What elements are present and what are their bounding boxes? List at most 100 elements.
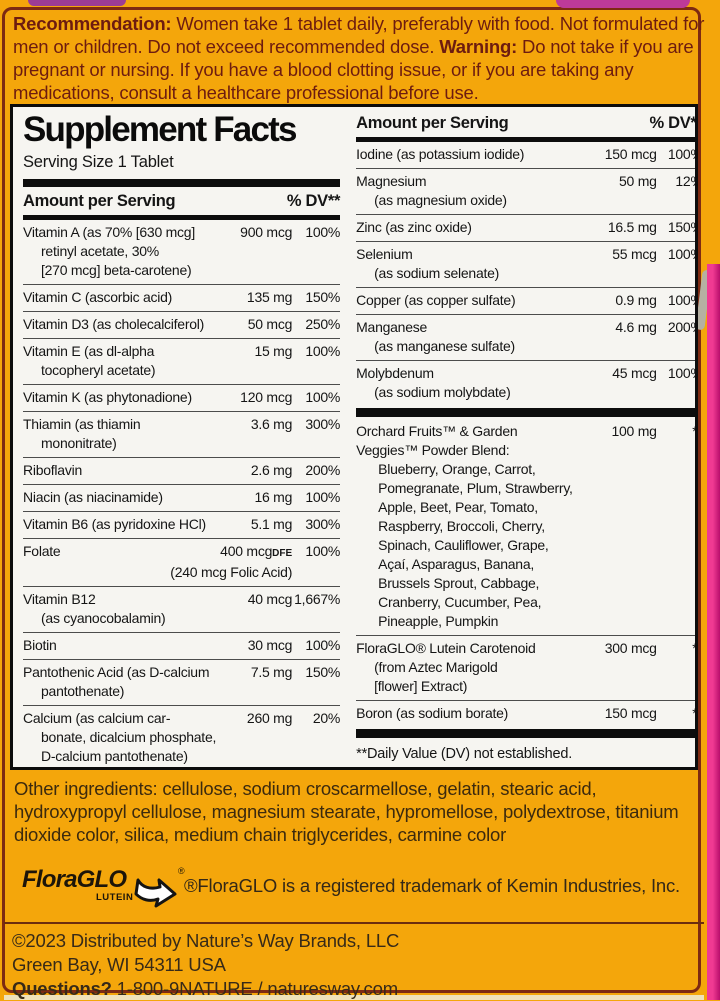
questions-line: Questions? 1-800-9NATURE / naturesway.co…	[12, 977, 704, 1001]
nutrient-name-line: bonate, dicalcium phosphate,	[41, 729, 217, 745]
amount-header: Amount per Serving	[356, 114, 509, 132]
nutrient-amount: 15 mg	[254, 343, 293, 359]
other-ingredients: Other ingredients: cellulose, sodium cro…	[14, 778, 679, 845]
nutrient-dv: 100%	[667, 365, 695, 381]
nutrient-name-line: Riboflavin	[23, 462, 82, 478]
nutrient-name-line: (as sodium molybdate)	[374, 384, 511, 400]
nutrient-name: Vitamin B6 (as pyridoxine HCl)	[23, 515, 216, 534]
questions-value: 1-800-9NATURE / naturesway.com	[111, 978, 398, 999]
floraglo-arrow-icon	[134, 878, 177, 908]
nutrient-amount: 120 mcg	[240, 389, 293, 405]
section-bar	[356, 408, 695, 417]
nutrient-row: FloraGLO® Lutein Carotenoid (from Aztec M…	[356, 635, 695, 700]
nutrient-name-line: Vitamin B6 (as pyridoxine HCl)	[23, 516, 206, 532]
nutrient-name-line: (from Aztec Marigold	[374, 659, 498, 675]
recommendation-text: Women take 1 tablet daily, preferably wi…	[13, 13, 705, 57]
column-header-right: Amount per Serving % DV**	[356, 109, 698, 137]
nutrient-name-line: Copper (as copper sulfate)	[356, 292, 516, 308]
nutrient-dv: 300%	[305, 516, 341, 532]
nutrient-name: Vitamin E (as dl-alpha tocopheryl acetate…	[23, 342, 216, 380]
address-line: Green Bay, WI 54311 USA	[12, 954, 226, 975]
blend-ingredient-line: Açaí, Asparagus, Banana,	[378, 556, 535, 572]
nutrient-amount: 50 mcg	[247, 316, 293, 332]
nutrient-name: Biotin	[23, 636, 216, 655]
nutrient-dv: 200%	[305, 462, 341, 478]
nutrient-name: Molybdenum (as sodium molybdate)	[356, 364, 573, 402]
nutrient-row: Vitamin E (as dl-alpha tocopheryl acetate…	[23, 338, 340, 384]
blend-ingredient-line: Brussels Sprout, Cabbage,	[378, 575, 540, 591]
nutrient-row: Boron (as sodium borate) 150 mcg **	[356, 700, 698, 727]
dv-footnote: **Daily Value (DV) not established.	[356, 746, 573, 762]
nutrient-dv: 100%	[667, 246, 695, 262]
label-border	[2, 7, 701, 993]
nutrient-dv: 100%	[305, 343, 341, 359]
section-bar	[23, 215, 341, 220]
nutrient-name-line: Vitamin E (as dl-alpha	[23, 343, 155, 359]
questions-label: Questions?	[12, 978, 112, 999]
nutrient-name: Vitamin C (ascorbic acid)	[23, 288, 216, 307]
nutrient-name-line: mononitrate)	[41, 435, 117, 451]
nutrient-name: Folate	[23, 542, 216, 563]
nutrient-amount: 0.9 mg	[615, 292, 657, 308]
nutrient-amount: 50 mg	[619, 173, 657, 189]
nutrient-name-line: Calcium (as calcium car-	[23, 710, 171, 726]
package-edge-top-right	[556, 0, 690, 8]
nutrient-name-line: D-calcium pantothenate)	[41, 748, 188, 764]
nutrient-row: Copper (as copper sulfate) 0.9 mg 100%	[356, 287, 695, 314]
nutrient-amount: 150 mcg	[604, 146, 657, 162]
nutrient-row: Biotin 30 mcg 100%	[23, 632, 340, 659]
nutrient-dv: 250%	[305, 316, 341, 332]
nutrient-amount: 40 mcg	[247, 591, 293, 607]
nutrient-dv: 150%	[667, 219, 695, 235]
supplement-facts-title: Supplement Facts	[23, 110, 297, 149]
dv-header: % DV**	[649, 114, 698, 132]
nutrient-name-line: Iodine (as potassium iodide)	[356, 146, 525, 162]
floraglo-logo-lutein: LUTEIN	[96, 892, 134, 903]
nutrient-row: Pantothenic Acid (as D-calcium pantothena…	[23, 659, 340, 705]
blend-ingredient-line: Raspberry, Broccoli, Cherry,	[378, 518, 545, 534]
nutrient-name-line: retinyl acetate, 30%	[41, 243, 159, 259]
warning-label: Warning:	[439, 36, 518, 57]
nutrient-name: Selenium (as sodium selenate)	[356, 245, 573, 283]
footer: ©2023 Distributed by Nature’s Way Brands…	[12, 929, 704, 1001]
nutrient-amount: 100 mg	[611, 423, 657, 439]
nutrient-row: Iodine (as potassium iodide) 150 mcg 100%	[356, 142, 695, 168]
nutrient-dv: **	[692, 705, 698, 721]
nutrient-amount: 400 mcgDFE	[220, 543, 293, 559]
blend-ingredient-line: Pineapple, Pumpkin	[378, 613, 499, 629]
nutrient-name: Vitamin A (as 70% [630 mcg] retinyl aceta…	[23, 223, 216, 280]
section-bar	[356, 729, 695, 738]
nutrient-amount: 135 mg	[246, 289, 293, 305]
nutrient-name-line: Folate	[23, 543, 61, 559]
amount-unit-suffix: DFE	[272, 548, 293, 559]
nutrient-row: Manganese (as manganese sulfate) 4.6 mg 200…	[356, 314, 695, 360]
footer-divider	[4, 922, 704, 924]
section-bar	[356, 137, 695, 142]
nutrient-name-line: Biotin	[23, 637, 57, 653]
nutrient-name-line: Pantothenic Acid (as D-calcium	[23, 664, 210, 680]
amount-header: Amount per Serving	[23, 192, 176, 210]
nutrient-name: Copper (as copper sulfate)	[356, 291, 573, 310]
nutrient-name: Niacin (as niacinamide)	[23, 488, 216, 507]
nutrient-amount: 900 mcg	[240, 224, 293, 240]
nutrient-name: Boron (as sodium borate)	[356, 704, 573, 723]
nutrient-row: Vitamin B12 (as cyanocobalamin) 40 mcg 1,66…	[23, 586, 340, 632]
nutrient-amount: 45 mcg	[612, 365, 657, 381]
recommendation-label: Recommendation:	[13, 13, 172, 34]
blend-ingredient-line: Pomegranate, Plum, Strawberry,	[378, 480, 573, 496]
nutrient-name-line: Orchard Fruits™ & Garden	[356, 423, 518, 439]
nutrient-name-line: Vitamin A (as 70% [630 mcg]	[23, 224, 195, 240]
nutrient-amount: 300 mcg	[604, 640, 657, 656]
nutrient-name: Iodine (as potassium iodide)	[356, 145, 573, 164]
nutrient-dv: **	[692, 423, 698, 439]
column-header-left: Amount per Serving % DV**	[23, 187, 340, 215]
nutrient-dv: 300%	[305, 416, 341, 432]
nutrient-row: Vitamin K (as phytonadione) 120 mcg 100%	[23, 384, 340, 411]
nutrient-dv: 100%	[667, 292, 695, 308]
package-edge-top-left	[28, 0, 126, 6]
nutrient-name-line: (as sodium selenate)	[374, 265, 500, 281]
nutrient-name-line: (as cyanocobalamin)	[41, 610, 166, 626]
nutrient-amount: 7.5 mg	[250, 664, 293, 680]
nutrient-name-line: Vitamin C (ascorbic acid)	[23, 289, 173, 305]
nutrient-dv: 100%	[305, 543, 341, 559]
